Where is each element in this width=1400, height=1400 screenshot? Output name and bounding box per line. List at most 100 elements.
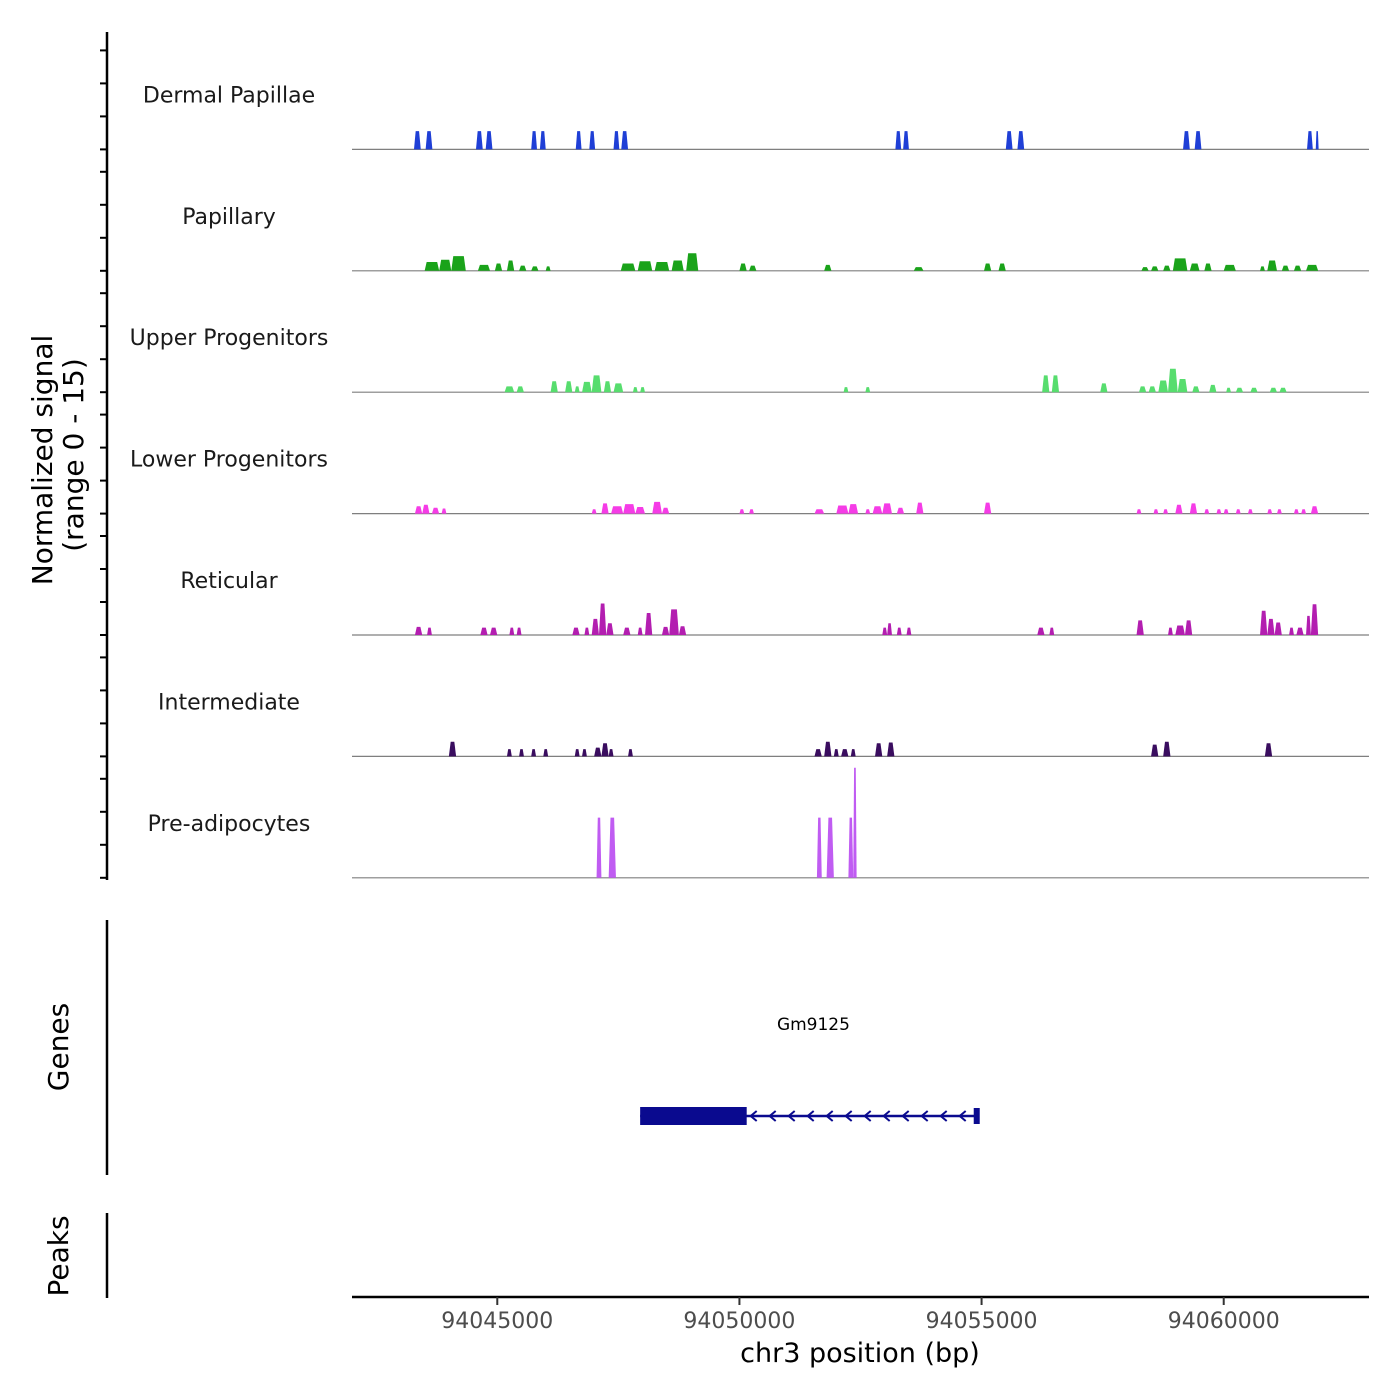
strand-arrow-gm9125-8 bbox=[901, 1110, 910, 1122]
signal-peak-upper-progenitors-26 bbox=[1269, 387, 1277, 393]
signal-peak-intermediate-8 bbox=[601, 743, 609, 757]
signal-peak-reticular-33 bbox=[1310, 604, 1319, 635]
signal-peak-reticular-15 bbox=[669, 609, 679, 635]
signal-peak-reticular-30 bbox=[1289, 627, 1294, 635]
signal-peak-intermediate-6 bbox=[582, 749, 587, 757]
signal-peak-lower-progenitors-2 bbox=[431, 507, 440, 514]
signal-peak-lower-progenitors-35 bbox=[1301, 509, 1307, 514]
x-axis-ticks: 94045000 94050000 94055000 94060000 bbox=[441, 1297, 1280, 1334]
strand-arrow-gm9125-7 bbox=[882, 1110, 891, 1122]
signal-peak-lower-progenitors-7 bbox=[623, 504, 636, 514]
signal-peak-papillary-16 bbox=[824, 264, 832, 271]
signal-peak-pre-adipocytes-3 bbox=[826, 817, 834, 878]
gene-track: Gm9125 bbox=[640, 1015, 980, 1125]
signal-peak-reticular-12 bbox=[637, 627, 643, 635]
signal-peak-pre-adipocytes-0 bbox=[596, 817, 602, 878]
signal-peak-lower-progenitors-1 bbox=[422, 504, 430, 514]
track-papillary: Papillary bbox=[182, 205, 1369, 272]
signal-peak-reticular-22 bbox=[1049, 627, 1055, 635]
signal-peak-papillary-1 bbox=[439, 259, 452, 271]
signal-peak-upper-progenitors-18 bbox=[1158, 380, 1169, 393]
signal-peak-lower-progenitors-22 bbox=[1136, 509, 1142, 514]
signal-peak-intermediate-19 bbox=[1163, 741, 1171, 757]
signal-peak-reticular-1 bbox=[427, 627, 432, 635]
signal-peak-intermediate-5 bbox=[574, 749, 580, 757]
gene-exon-gm9125 bbox=[640, 1107, 747, 1125]
signal-peak-papillary-5 bbox=[506, 260, 515, 271]
track-lower-progenitors: Lower Progenitors bbox=[130, 448, 1369, 515]
signal-peak-dermal-papillae-11 bbox=[903, 131, 909, 150]
x-tick-label-94045000: 94045000 bbox=[441, 1309, 553, 1334]
signal-peak-papillary-10 bbox=[637, 261, 653, 271]
signal-peak-dermal-papillae-4 bbox=[531, 131, 537, 150]
signal-peak-upper-progenitors-27 bbox=[1279, 387, 1287, 393]
gene-gm9125: Gm9125 bbox=[640, 1015, 980, 1125]
signal-peak-pre-adipocytes-1 bbox=[608, 817, 616, 878]
signal-peak-intermediate-9 bbox=[608, 749, 614, 757]
signal-peak-reticular-25 bbox=[1175, 625, 1185, 635]
signal-peak-upper-progenitors-4 bbox=[574, 386, 580, 393]
signal-peak-intermediate-4 bbox=[543, 749, 549, 757]
signal-peak-dermal-papillae-9 bbox=[621, 131, 629, 150]
signal-peak-upper-progenitors-6 bbox=[591, 375, 602, 393]
signal-peak-papillary-17 bbox=[913, 267, 924, 271]
signal-peak-lower-progenitors-16 bbox=[865, 509, 871, 514]
signal-peak-lower-progenitors-3 bbox=[441, 508, 447, 514]
genes-y-axis-label: Genes bbox=[42, 1003, 75, 1091]
signal-peak-dermal-papillae-13 bbox=[1017, 131, 1025, 150]
signal-peak-papillary-6 bbox=[519, 265, 527, 271]
signal-peak-papillary-30 bbox=[1293, 265, 1302, 271]
signal-peak-upper-progenitors-3 bbox=[565, 381, 573, 393]
signal-peak-pre-adipocytes-5 bbox=[853, 767, 857, 878]
signal-tracks: Dermal Papillae Papillary Upper Progenitor… bbox=[130, 83, 1369, 879]
signal-peak-reticular-24 bbox=[1168, 627, 1173, 635]
signal-peak-reticular-0 bbox=[414, 626, 423, 635]
strand-arrow-gm9125-5 bbox=[844, 1110, 853, 1122]
signal-y-axis-label: Normalized signal (range 0 - 15) bbox=[26, 335, 90, 586]
signal-peak-papillary-9 bbox=[620, 263, 636, 271]
signal-peak-papillary-4 bbox=[494, 263, 503, 271]
signal-peak-upper-progenitors-21 bbox=[1192, 386, 1200, 393]
signal-peak-reticular-29 bbox=[1274, 622, 1282, 635]
signal-peak-lower-progenitors-31 bbox=[1247, 509, 1253, 514]
signal-peak-papillary-12 bbox=[671, 260, 684, 271]
signal-peak-dermal-papillae-8 bbox=[613, 131, 620, 150]
signal-peak-lower-progenitors-26 bbox=[1189, 503, 1198, 514]
signal-peak-pre-adipocytes-4 bbox=[848, 817, 854, 878]
strand-arrow-gm9125-11 bbox=[958, 1110, 967, 1122]
signal-peak-papillary-15 bbox=[749, 265, 757, 271]
signal-peak-lower-progenitors-29 bbox=[1223, 509, 1229, 514]
strand-arrow-gm9125-1 bbox=[768, 1110, 777, 1122]
signal-peak-lower-progenitors-25 bbox=[1175, 504, 1183, 514]
signal-peak-papillary-13 bbox=[686, 253, 699, 271]
signal-peak-reticular-17 bbox=[882, 627, 888, 635]
strand-arrow-gm9125-2 bbox=[787, 1110, 796, 1122]
signal-peak-lower-progenitors-14 bbox=[836, 505, 849, 514]
signal-peak-papillary-22 bbox=[1163, 265, 1171, 271]
signal-peak-lower-progenitors-15 bbox=[848, 504, 859, 514]
track-pre-adipocytes: Pre-adipocytes bbox=[148, 767, 1369, 879]
signal-peak-reticular-19 bbox=[896, 627, 902, 635]
signal-peak-intermediate-3 bbox=[531, 749, 537, 757]
signal-peak-reticular-21 bbox=[1037, 627, 1045, 635]
signal-peak-lower-progenitors-33 bbox=[1276, 509, 1282, 514]
signal-peak-dermal-papillae-0 bbox=[413, 131, 421, 150]
signal-y-axis-ticks bbox=[100, 49, 107, 879]
gene-label-gm9125: Gm9125 bbox=[777, 1015, 850, 1035]
signal-peak-lower-progenitors-9 bbox=[652, 501, 662, 514]
signal-y-axis-label-line2: (range 0 - 15) bbox=[57, 358, 90, 552]
signal-peak-upper-progenitors-11 bbox=[843, 387, 849, 393]
signal-peak-dermal-papillae-12 bbox=[1005, 131, 1013, 150]
signal-peak-intermediate-20 bbox=[1264, 743, 1273, 757]
signal-peak-papillary-2 bbox=[451, 256, 466, 271]
signal-peak-intermediate-17 bbox=[887, 742, 895, 757]
strand-arrow-gm9125-9 bbox=[920, 1110, 929, 1122]
signal-peak-papillary-0 bbox=[424, 262, 440, 271]
strand-arrow-gm9125-3 bbox=[806, 1110, 815, 1122]
signal-peak-upper-progenitors-22 bbox=[1209, 384, 1217, 393]
signal-peak-reticular-31 bbox=[1296, 627, 1304, 635]
signal-peak-upper-progenitors-13 bbox=[1042, 375, 1050, 393]
signal-peak-reticular-26 bbox=[1184, 620, 1193, 635]
signal-peak-reticular-7 bbox=[584, 627, 590, 635]
track-reticular: Reticular bbox=[180, 569, 1369, 636]
